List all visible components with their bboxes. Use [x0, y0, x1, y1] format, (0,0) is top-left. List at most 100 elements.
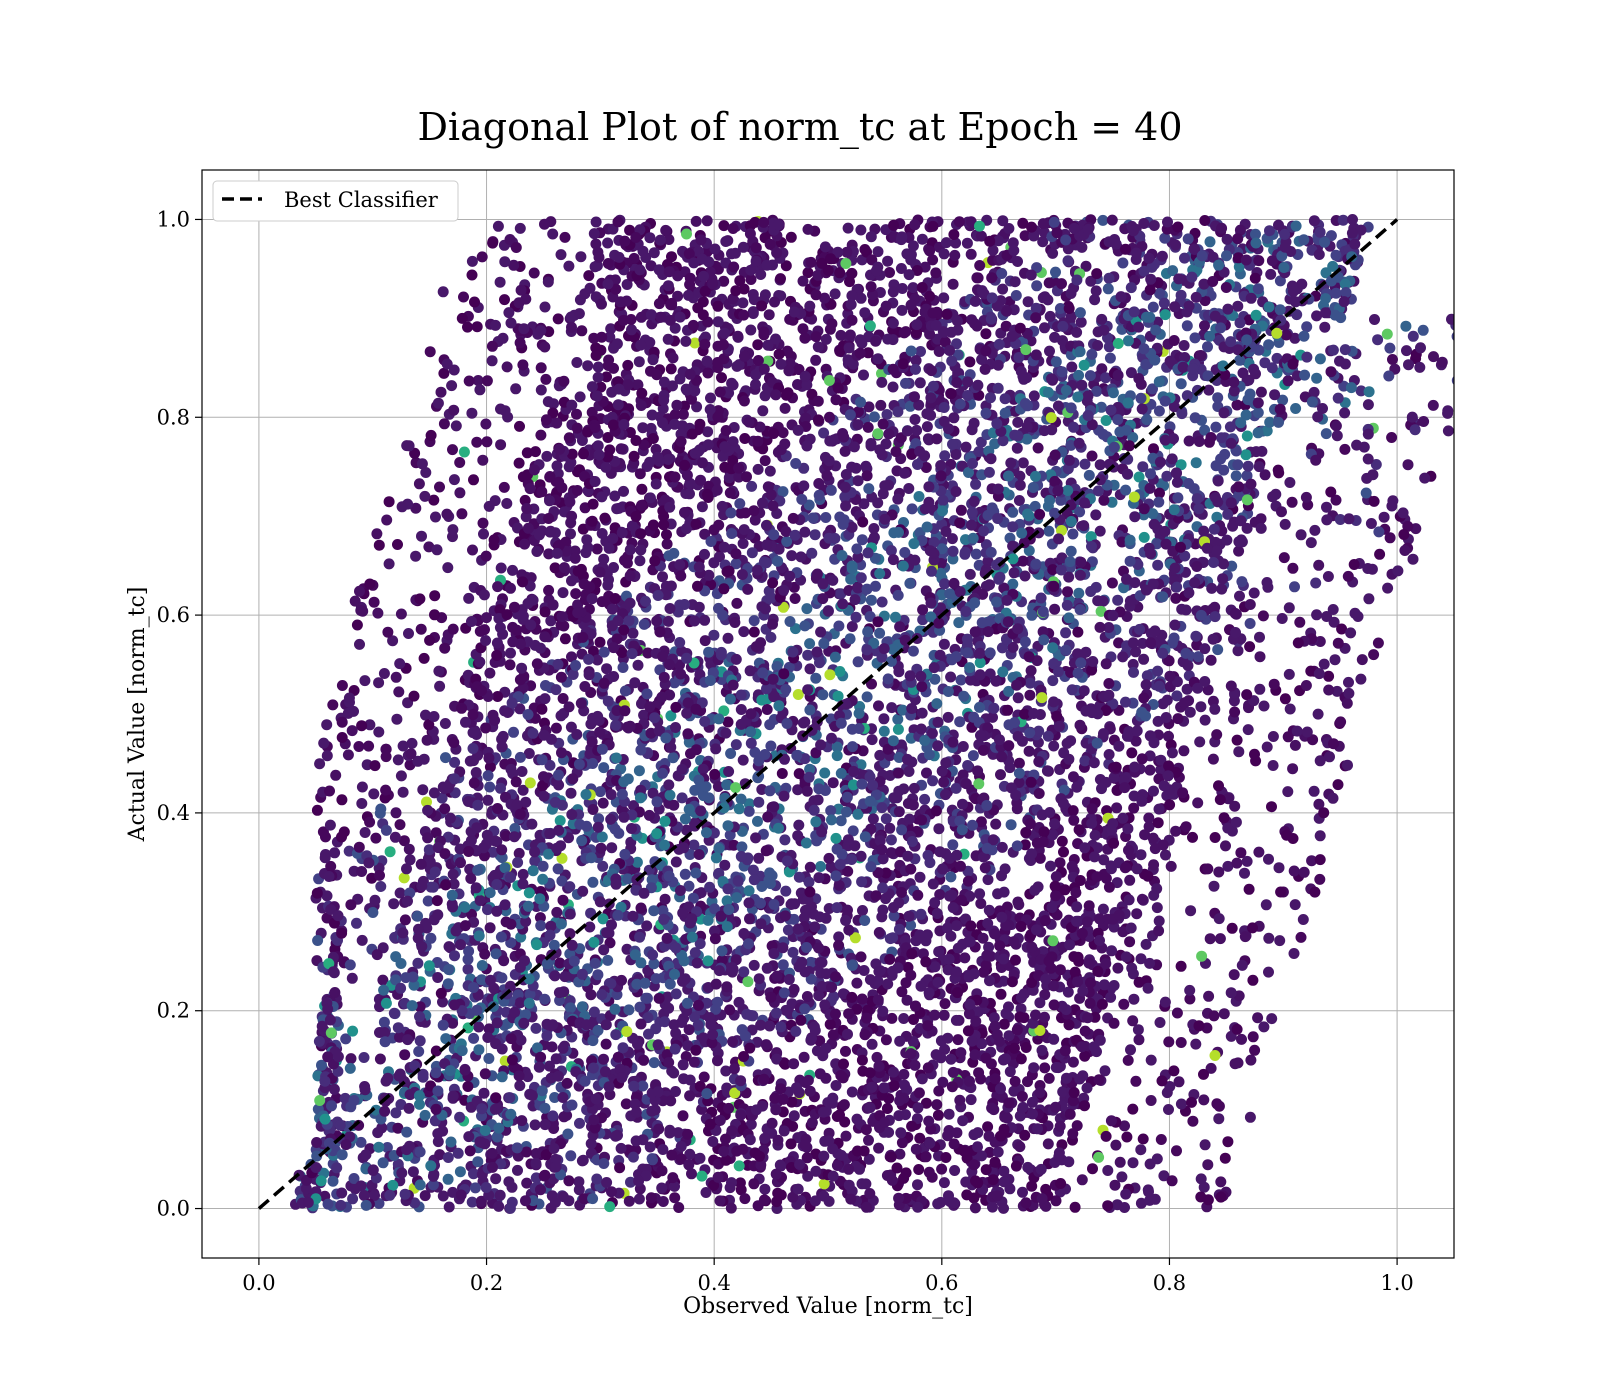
scatter-point: [1078, 520, 1090, 532]
scatter-point: [1330, 494, 1342, 506]
scatter-point: [1081, 1082, 1093, 1094]
scatter-point: [514, 1080, 526, 1092]
scatter-point: [827, 1029, 839, 1041]
scatter-point: [1181, 683, 1193, 695]
scatter-point: [1011, 803, 1023, 815]
scatter-point: [989, 438, 1001, 450]
scatter-point: [864, 974, 876, 986]
scatter-point: [1007, 506, 1019, 518]
scatter-point: [1135, 1197, 1147, 1209]
scatter-point: [589, 261, 601, 273]
scatter-point: [635, 544, 647, 556]
scatter-point: [901, 994, 913, 1006]
scatter-point: [1305, 537, 1317, 549]
scatter-point: [933, 823, 945, 835]
scatter-point: [599, 1066, 611, 1078]
scatter-point: [1063, 1156, 1075, 1168]
scatter-point: [871, 1051, 883, 1063]
scatter-point: [447, 1017, 459, 1029]
scatter-point: [998, 1018, 1010, 1030]
scatter-point: [1172, 713, 1184, 725]
scatter-point: [737, 538, 749, 549]
scatter-point: [1106, 945, 1118, 957]
scatter-point: [824, 323, 836, 335]
scatter-point: [1387, 354, 1398, 365]
scatter-point: [443, 1201, 455, 1213]
scatter-point: [1075, 316, 1087, 328]
scatter-point: [1131, 908, 1143, 920]
scatter-point: [381, 514, 393, 526]
scatter-point: [962, 760, 974, 771]
scatter-point: [1010, 290, 1022, 301]
scatter-point: [1342, 570, 1354, 582]
scatter-point: [1085, 275, 1097, 287]
scatter-point: [1152, 559, 1164, 571]
scatter-point: [792, 830, 804, 842]
scatter-point: [1062, 255, 1074, 267]
scatter-point: [1373, 526, 1385, 538]
scatter-point: [624, 544, 636, 556]
scatter-point: [792, 784, 804, 796]
scatter-point: [753, 852, 765, 864]
scatter-point: [442, 562, 454, 574]
scatter-point: [583, 270, 595, 282]
scatter-point: [867, 813, 879, 825]
scatter-point: [587, 1035, 599, 1047]
scatter-point: [748, 1178, 760, 1190]
scatter-point: [1308, 785, 1320, 797]
scatter-point: [1225, 987, 1237, 999]
scatter-point: [798, 480, 810, 492]
scatter-point: [1257, 610, 1269, 622]
scatter-point: [1049, 603, 1061, 615]
scatter-point: [733, 996, 745, 1008]
scatter-point: [1195, 701, 1207, 713]
scatter-point: [801, 603, 813, 615]
scatter-point: [472, 1156, 484, 1168]
scatter-point: [743, 798, 755, 810]
scatter-point: [723, 766, 735, 777]
scatter-point: [648, 1057, 660, 1069]
scatter-point: [1099, 1065, 1111, 1077]
scatter-point: [865, 440, 877, 452]
scatter-point: [398, 872, 410, 884]
scatter-point: [1084, 370, 1096, 382]
scatter-point: [1140, 938, 1152, 950]
scatter-point: [767, 618, 778, 630]
scatter-point: [943, 1108, 955, 1120]
scatter-point: [694, 938, 706, 950]
scatter-point: [1083, 469, 1095, 481]
scatter-point: [1112, 594, 1124, 606]
scatter-point: [712, 357, 724, 368]
scatter-point: [777, 427, 789, 439]
scatter-point: [915, 346, 926, 357]
scatter-point: [540, 373, 552, 385]
scatter-point: [331, 1162, 343, 1174]
scatter-point: [851, 543, 863, 555]
scatter-point: [1145, 637, 1157, 649]
scatter-point: [939, 1043, 951, 1055]
scatter-point: [1042, 1138, 1054, 1150]
scatter-point: [860, 1201, 872, 1213]
scatter-point: [483, 1053, 495, 1064]
scatter-point: [587, 498, 599, 510]
scatter-point: [1241, 430, 1253, 442]
scatter-point: [857, 905, 868, 916]
scatter-point: [1283, 602, 1295, 614]
scatter-point: [414, 1179, 426, 1191]
scatter-point: [449, 756, 461, 768]
scatter-point: [713, 519, 725, 531]
scatter-point: [950, 237, 962, 249]
scatter-point: [798, 1051, 810, 1063]
scatter-point: [1296, 278, 1308, 290]
scatter-point: [1054, 857, 1066, 869]
scatter-point: [373, 1198, 385, 1209]
scatter-point: [1027, 482, 1039, 493]
scatter-point: [391, 713, 403, 725]
scatter-point: [1325, 486, 1337, 498]
scatter-point: [1050, 266, 1061, 278]
scatter-point: [430, 511, 441, 523]
scatter-point: [471, 321, 483, 333]
scatter-point: [565, 528, 576, 540]
scatter-point: [1314, 854, 1326, 866]
scatter-point: [586, 381, 598, 393]
